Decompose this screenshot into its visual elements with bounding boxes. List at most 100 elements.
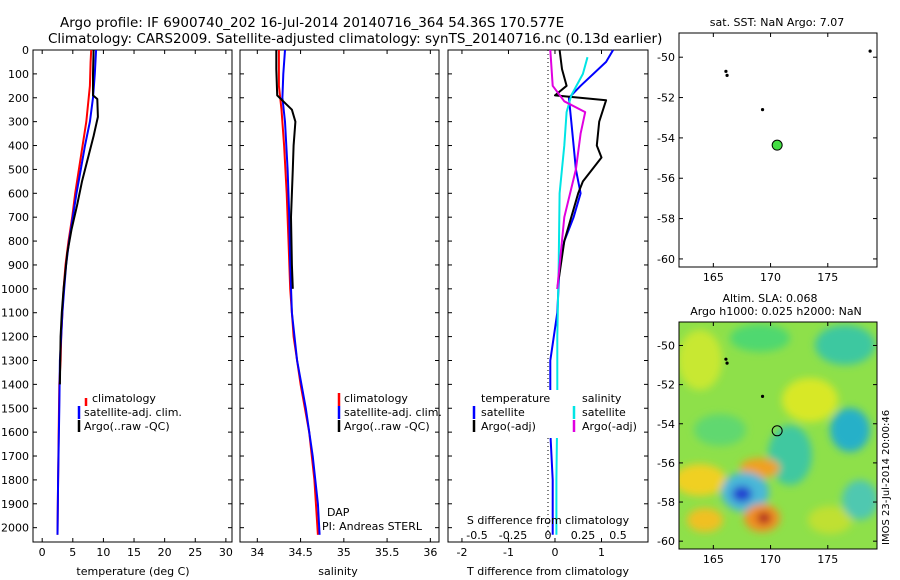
map-x-tick-label: 165 <box>703 271 724 284</box>
y-tick-label: 1100 <box>1 307 29 320</box>
x-tick-label: 0 <box>39 546 46 559</box>
salinity-xlabel: salinity <box>318 565 358 578</box>
x-tick-label: -2 <box>456 546 467 559</box>
x-tick-label: 30 <box>219 546 233 559</box>
historical-profile-dot <box>725 73 729 77</box>
series-line-argo-adj--salinity <box>549 49 587 289</box>
series-line-satellite-adj-clim- <box>281 49 321 535</box>
sla-map-panel: Altim. SLA: 0.068 Argo h1000: 0.025 h200… <box>657 292 892 566</box>
legend-header-temperature: temperature <box>481 392 550 405</box>
y-tick-label: 1600 <box>1 426 29 439</box>
difference-legend-box <box>470 390 640 438</box>
secondary-tick-label: 0.5 <box>609 529 627 542</box>
salinity-credit-pi: PI: Andreas STERL <box>322 520 423 533</box>
map-y-tick-label: -58 <box>657 213 675 226</box>
legend-label-temp-satellite: satellite <box>481 406 525 419</box>
legend-label-satellite: satellite-adj. clim. <box>84 406 182 419</box>
map-x-tick-label: 175 <box>817 553 838 566</box>
map-y-tick-label: -54 <box>657 132 675 145</box>
secondary-tick-label: -0.25 <box>499 529 527 542</box>
historical-profile-dot <box>725 361 729 365</box>
map-y-tick-label: -56 <box>657 172 675 185</box>
historical-profile-dot <box>868 49 872 53</box>
series-line-argo-adj--temperature <box>554 49 608 289</box>
sst-map-panel: sat. SST: NaN Argo: 7.07 165 170 175 -50 -52… <box>657 16 878 284</box>
map-x-tick-label: 165 <box>703 553 724 566</box>
y-tick-label: 1900 <box>1 498 29 511</box>
legend-label-argo: Argo(..raw -QC) <box>84 420 170 433</box>
y-tick-label: 1700 <box>1 450 29 463</box>
map-y-tick-label: -52 <box>657 379 675 392</box>
legend-header-salinity: salinity <box>582 392 622 405</box>
y-tick-label: 1000 <box>1 283 29 296</box>
y-tick-label: 100 <box>8 68 29 81</box>
map-y-tick-label: -52 <box>657 92 675 105</box>
argo-position-marker <box>771 139 783 151</box>
y-tick-label: 900 <box>8 259 29 272</box>
y-tick-label: 1800 <box>1 474 29 487</box>
sla-map-title1: Altim. SLA: 0.068 <box>722 292 817 305</box>
historical-profile-dot <box>724 357 728 361</box>
salinity-panel: 34 34.5 35 35.5 36 climatology satellite-adj… <box>239 49 442 578</box>
argo-position-marker <box>771 425 783 437</box>
x-tick-label: 20 <box>158 546 172 559</box>
map-x-tick-label: 175 <box>817 271 838 284</box>
x-tick-label: -1 <box>503 546 514 559</box>
legend-label-climatology: climatology <box>344 392 408 405</box>
legend-label-satellite: satellite-adj. clim. <box>344 406 442 419</box>
temperature-ticks: 0 5 10 15 20 25 300100200300400500600700800900… <box>1 44 233 559</box>
salinity-legend: climatology satellite-adj. clim. Argo(..… <box>337 392 442 433</box>
secondary-tick-label: 0 <box>545 529 552 542</box>
y-tick-label: 200 <box>8 92 29 105</box>
x-tick-label: 10 <box>96 546 110 559</box>
legend-label-sal-satellite: satellite <box>582 406 626 419</box>
temperature-legend: climatology satellite-adj. clim. Argo(..… <box>77 392 182 433</box>
sst-map-title: sat. SST: NaN Argo: 7.07 <box>710 16 844 29</box>
x-tick-label: 35.5 <box>375 546 400 559</box>
temperature-xlabel: temperature (deg C) <box>76 565 189 578</box>
map-y-tick-label: -56 <box>657 457 675 470</box>
y-tick-label: 800 <box>8 235 29 248</box>
figure-title-line2: Climatology: CARS2009. Satellite-adjuste… <box>48 31 662 47</box>
sla-map-side-text: IMOS 23-Jul-2014 20:00:46 <box>881 410 892 545</box>
y-tick-label: 1400 <box>1 378 29 391</box>
salinity-axes-frame <box>239 49 440 543</box>
difference-ticks: -2 -1 0 1 <box>448 49 648 559</box>
sla-map-marks <box>724 357 783 437</box>
map-y-tick-label: -58 <box>657 496 675 509</box>
sst-map-marks <box>724 49 872 151</box>
map-y-tick-label: -60 <box>657 253 675 266</box>
sst-map-ticks: 165 170 175 -50 -52 -54 -56 -58 -60 <box>657 33 877 284</box>
y-tick-label: 2000 <box>1 522 29 535</box>
series-line-argo-raw-qc- <box>58 49 99 385</box>
secondary-tick-label: -0.5 <box>466 529 487 542</box>
y-tick-label: 0 <box>22 44 29 57</box>
difference-axes-frame <box>447 49 649 543</box>
map-y-tick-label: -60 <box>657 535 675 548</box>
legend-label-argo: Argo(..raw -QC) <box>344 420 430 433</box>
y-tick-label: 500 <box>8 163 29 176</box>
salinity-series <box>275 49 321 535</box>
y-tick-label: 1200 <box>1 331 29 344</box>
x-tick-label: 36 <box>423 546 437 559</box>
temperature-panel: 0 5 10 15 20 25 300100200300400500600700800900… <box>1 44 233 578</box>
x-tick-label: 5 <box>69 546 76 559</box>
sla-heatmap <box>679 322 877 549</box>
x-tick-label: 0 <box>551 546 558 559</box>
sla-map-title2: Argo h1000: 0.025 h2000: NaN <box>690 305 862 318</box>
secondary-tick-label: 0.25 <box>571 529 596 542</box>
x-tick-label: 34.5 <box>288 546 313 559</box>
temperature-series <box>56 49 99 535</box>
difference-top-label: S difference from climatology <box>467 514 630 527</box>
historical-profile-dot <box>760 108 765 112</box>
x-tick-label: 15 <box>127 546 141 559</box>
difference-series <box>549 49 614 535</box>
figure-title-line1: Argo profile: IF 6900740_202 16-Jul-2014… <box>60 15 564 31</box>
y-tick-label: 1500 <box>1 402 29 415</box>
map-y-tick-label: -54 <box>657 418 675 431</box>
y-tick-label: 600 <box>8 187 29 200</box>
y-tick-label: 1300 <box>1 354 29 367</box>
temperature-axes-frame <box>32 49 233 543</box>
legend-label-temp-argo: Argo(-adj) <box>481 420 536 433</box>
difference-secondary-ticks: -0.5 -0.25 0 0.25 0.5 <box>466 529 626 542</box>
